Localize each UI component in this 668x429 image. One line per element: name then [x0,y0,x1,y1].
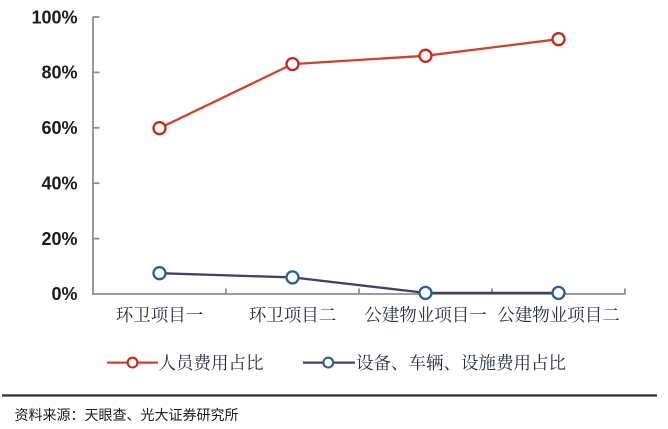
svg-text:环卫项目一: 环卫项目一 [116,305,204,325]
svg-text:资料来源：天眼查、光大证券研究所: 资料来源：天眼查、光大证券研究所 [15,407,239,423]
svg-text:公建物业项目一: 公建物业项目一 [364,305,487,325]
svg-text:0%: 0% [51,284,77,304]
svg-text:设备、车辆、设施费用占比: 设备、车辆、设施费用占比 [356,353,566,373]
svg-text:20%: 20% [41,229,77,249]
svg-text:人员费用占比: 人员费用占比 [159,353,264,373]
svg-text:80%: 80% [41,63,77,83]
svg-text:40%: 40% [41,174,77,194]
svg-text:环卫项目二: 环卫项目二 [249,305,337,325]
svg-text:公建物业项目二: 公建物业项目二 [497,305,620,325]
svg-text:60%: 60% [41,118,77,138]
svg-text:100%: 100% [31,7,77,27]
